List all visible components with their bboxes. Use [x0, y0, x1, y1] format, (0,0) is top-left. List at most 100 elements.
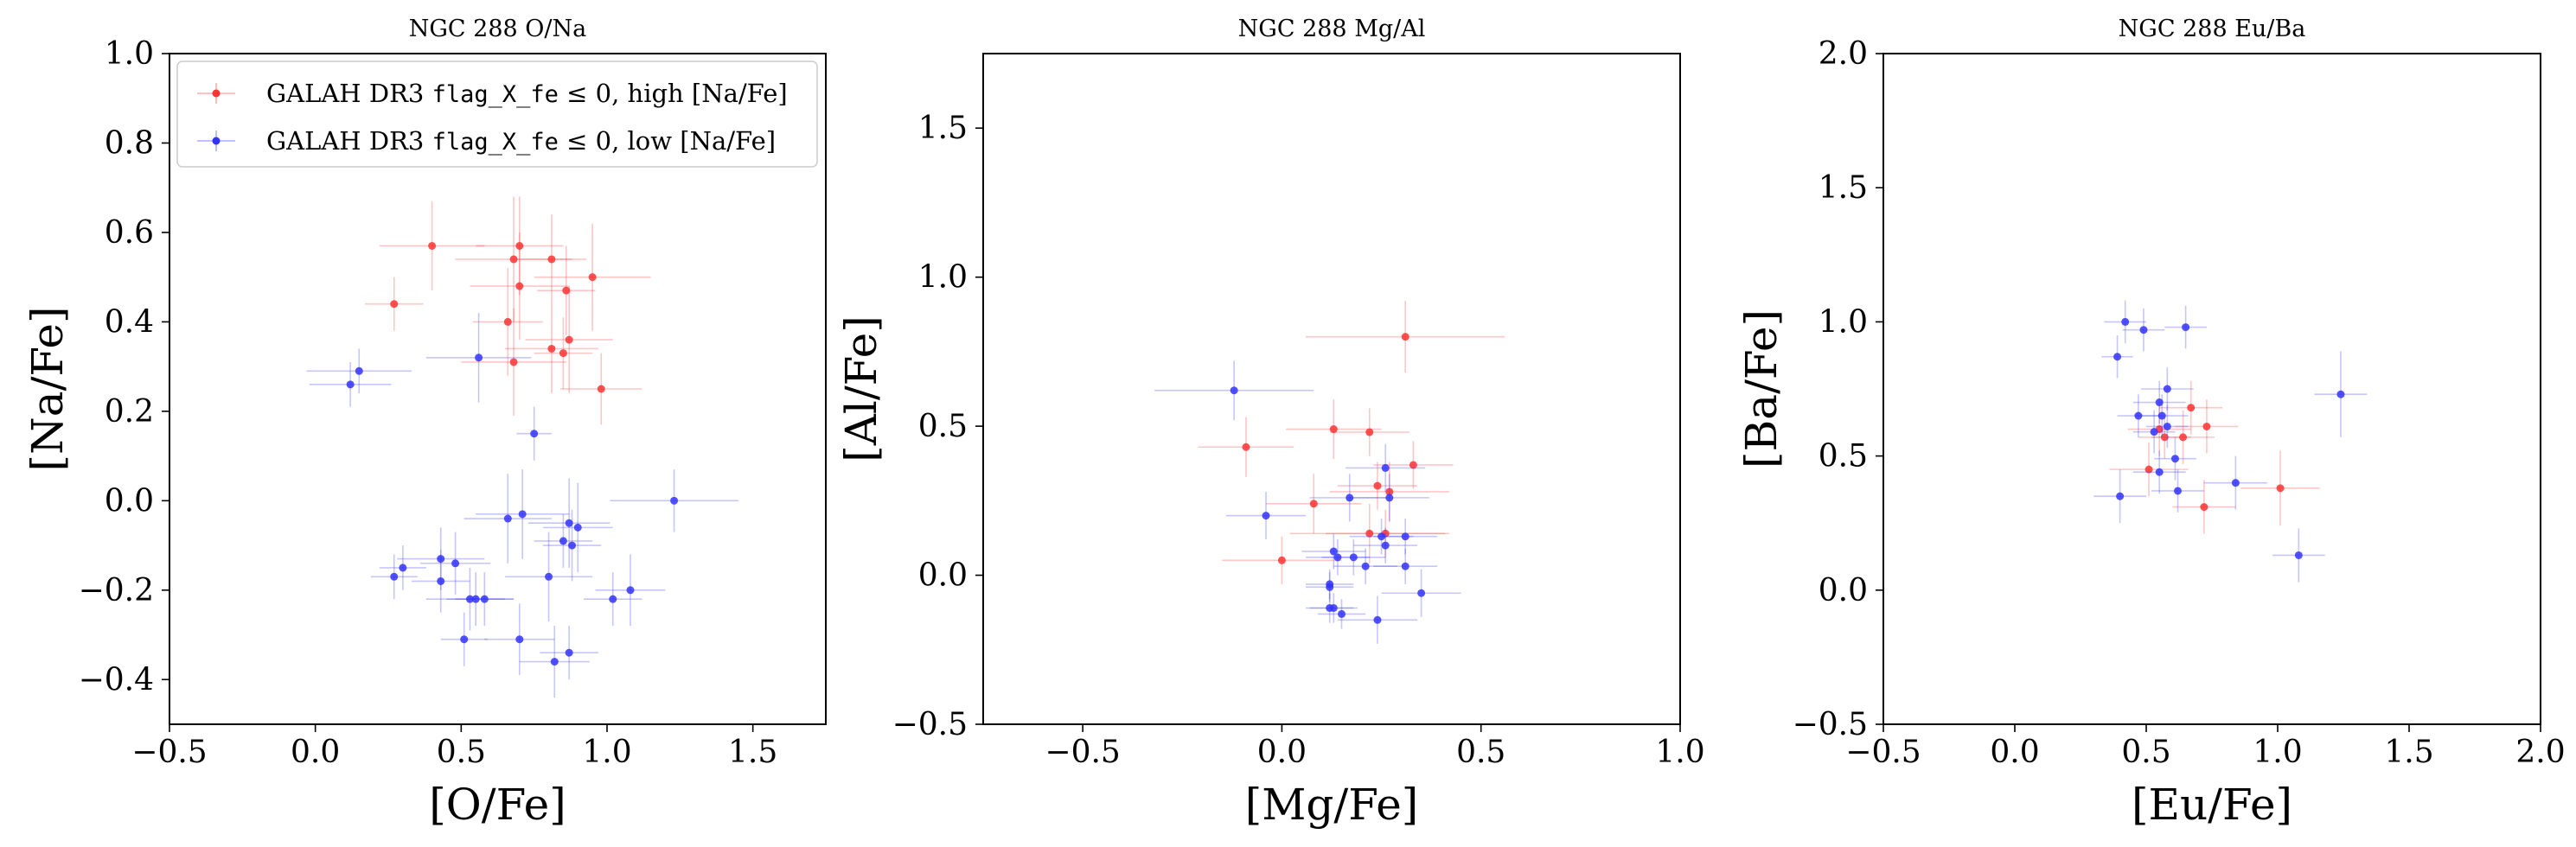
x-tick-label: −0.5	[1045, 735, 1120, 770]
data-marker	[2202, 422, 2211, 430]
data-point	[540, 626, 598, 680]
data-marker	[597, 385, 605, 393]
y-tick-label: 0.0	[1819, 573, 1868, 608]
data-marker	[1242, 443, 1250, 451]
data-point	[306, 348, 412, 394]
data-point	[1306, 539, 1370, 576]
data-point	[1329, 408, 1409, 456]
x-axis-label: [Eu/Fe]	[2132, 780, 2292, 830]
data-marker	[1377, 532, 1386, 541]
data-point	[2151, 410, 2215, 464]
y-tick-label: −0.5	[1793, 707, 1868, 742]
x-tick-label: 0.5	[1456, 735, 1505, 770]
data-marker	[1385, 494, 1394, 502]
y-tick-label: 1.0	[1819, 304, 1868, 340]
x-axis-label: [O/Fe]	[429, 780, 566, 830]
data-marker	[428, 241, 437, 250]
data-marker	[1417, 589, 1426, 597]
data-marker	[465, 595, 474, 603]
legend-marker	[212, 89, 221, 98]
legend-frame	[176, 60, 818, 168]
data-point	[2104, 300, 2146, 344]
axes-frame	[1882, 53, 2541, 725]
data-marker	[437, 576, 445, 585]
x-tick-label: 0.0	[1990, 735, 2039, 770]
data-marker	[2163, 385, 2171, 393]
data-point	[1225, 491, 1307, 540]
data-point	[534, 317, 593, 389]
data-marker	[2155, 398, 2164, 407]
data-marker	[670, 496, 679, 505]
data-point	[2109, 443, 2189, 497]
y-tick-label: −0.5	[892, 707, 968, 742]
data-marker	[518, 510, 527, 519]
data-marker	[471, 595, 480, 603]
data-marker	[530, 430, 539, 438]
data-marker	[2155, 468, 2164, 476]
data-point	[1353, 527, 1418, 564]
data-marker	[475, 353, 483, 362]
data-marker	[573, 523, 582, 532]
data-point	[1306, 572, 1354, 602]
y-tick-label: 0.2	[105, 394, 154, 430]
data-point	[610, 469, 738, 532]
data-point	[534, 513, 593, 568]
legend-label-code: flag_X_fe	[432, 129, 559, 156]
x-tick-label: 0.0	[291, 735, 340, 770]
data-point	[1309, 474, 1390, 522]
data-marker	[1365, 428, 1374, 436]
data-marker	[1373, 481, 1382, 490]
data-marker	[2179, 433, 2188, 442]
data-point	[2175, 399, 2239, 454]
y-axis-label: [Na/Fe]	[22, 307, 73, 472]
data-marker	[2294, 551, 2303, 559]
data-marker	[503, 514, 512, 523]
y-tick-label: 0.8	[105, 125, 154, 161]
data-marker	[2187, 404, 2196, 412]
y-axis-label: [Al/Fe]	[836, 315, 886, 462]
data-marker	[451, 559, 460, 568]
y-axis-label: [Ba/Fe]	[1736, 309, 1787, 468]
data-point	[2117, 394, 2160, 437]
data-point	[1309, 593, 1358, 623]
data-point	[2146, 404, 2189, 449]
data-point	[370, 554, 418, 600]
x-axis-label: [Mg/Fe]	[1245, 780, 1419, 830]
data-point	[2151, 469, 2204, 513]
x-tick-label: 0.0	[1257, 735, 1307, 770]
y-tick-label: 0.0	[918, 558, 968, 594]
x-tick-label: 0.5	[2121, 735, 2170, 770]
legend-label-suffix: ≤ 0, low [Na/Fe]	[559, 126, 776, 156]
data-point	[309, 361, 392, 407]
panel-title: NGC 288 Mg/Al	[1238, 16, 1426, 42]
data-marker	[1230, 386, 1238, 395]
data-marker	[550, 658, 559, 666]
data-marker	[2173, 487, 2182, 495]
data-marker	[509, 358, 518, 366]
data-point	[1266, 474, 1362, 534]
data-marker	[390, 300, 399, 309]
series-low-na	[306, 313, 738, 697]
data-point	[2132, 410, 2176, 454]
data-marker	[515, 282, 524, 290]
data-marker	[565, 519, 573, 527]
data-marker	[609, 595, 617, 603]
data-point	[1289, 503, 1449, 564]
data-marker	[2150, 428, 2158, 436]
legend: GALAH DR3 flag_X_fe ≤ 0, high [Na/Fe]GAL…	[176, 60, 818, 168]
data-point	[2140, 367, 2194, 411]
data-marker	[2134, 411, 2143, 420]
series-low-na	[1154, 360, 1461, 644]
legend-label-prefix: GALAH DR3	[266, 79, 432, 108]
data-point	[2164, 305, 2207, 349]
data-point	[1349, 474, 1429, 522]
data-point	[365, 277, 424, 331]
panel-1: −0.5 0.0 0.5 1.0 1.5 −0.4 −0.2 0.0 0.2 0.4 0.6 0.8 1…	[22, 16, 827, 830]
data-marker	[1309, 500, 1318, 508]
data-marker	[390, 572, 399, 581]
data-point	[2132, 450, 2186, 494]
data-point	[1286, 399, 1382, 460]
legend-entry: GALAH DR3 flag_X_fe ≤ 0, high [Na/Fe]	[197, 79, 788, 108]
data-point	[516, 214, 587, 304]
panel-2: −0.5 0.0 0.5 1.0 −0.5 0.0 0.5 1.0 1.5 NGC 288 Mg/…	[836, 16, 1705, 830]
